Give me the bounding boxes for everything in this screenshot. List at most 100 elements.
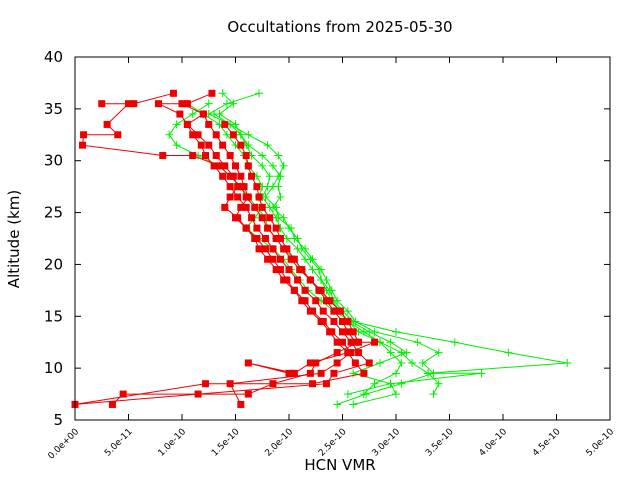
data-point-square: [272, 224, 280, 232]
data-point-square: [336, 307, 344, 315]
data-point-plus: [375, 358, 384, 367]
data-point-plus: [392, 327, 400, 336]
data-point-plus: [268, 161, 277, 170]
data-point-plus: [210, 110, 219, 119]
series-1-profile-line: [74, 103, 365, 405]
data-point-square: [202, 380, 210, 388]
data-point-square: [183, 120, 191, 128]
data-point-square: [234, 214, 242, 222]
data-point-plus: [301, 255, 310, 264]
data-point-plus: [413, 338, 422, 347]
data-point-plus: [434, 348, 443, 357]
data-point-plus: [392, 369, 400, 378]
data-point-square: [221, 162, 229, 170]
data-point-square: [330, 317, 338, 325]
data-point-square: [351, 338, 359, 346]
chart-title: Occultations from 2025-05-30: [227, 18, 452, 36]
data-point-square: [322, 297, 330, 305]
data-point-square: [253, 224, 261, 232]
data-point-square: [276, 266, 284, 274]
data-point-square: [272, 266, 280, 274]
data-point-plus: [402, 348, 411, 357]
data-point-square: [306, 276, 314, 284]
data-point-square: [178, 100, 186, 108]
data-point-square: [248, 214, 256, 222]
data-point-square: [219, 172, 227, 180]
data-point-square: [258, 214, 266, 222]
y-tick-label: 30: [44, 152, 63, 170]
data-point-plus: [386, 379, 395, 388]
data-point-square: [240, 183, 248, 191]
data-point-square: [266, 214, 274, 222]
data-point-plus: [424, 369, 433, 378]
data-point-square: [189, 131, 197, 139]
data-point-square: [301, 286, 309, 294]
data-point-plus: [188, 110, 197, 119]
series-0-profile-line: [187, 103, 408, 405]
data-point-square: [261, 245, 269, 253]
y-tick-label: 15: [44, 307, 63, 325]
data-point-plus: [450, 338, 459, 347]
data-point-square: [261, 235, 269, 242]
x-tick-label: 1.0e-10: [157, 427, 189, 459]
data-point-plus: [274, 172, 283, 181]
data-point-square: [119, 390, 127, 398]
data-point-square: [339, 328, 346, 336]
series-1-profile-line: [224, 124, 375, 374]
y-axis-label: Altitude (km): [5, 190, 23, 288]
data-point-square: [344, 317, 352, 325]
data-point-square: [244, 193, 252, 201]
x-tick-label: 3.5e-10: [424, 427, 456, 459]
y-tick-label: 25: [44, 204, 63, 222]
data-point-plus: [222, 99, 231, 108]
data-point-square: [339, 338, 346, 346]
data-point-square: [255, 245, 263, 253]
series-1-profile-line: [81, 92, 360, 405]
data-point-plus: [258, 161, 267, 170]
data-point-square: [226, 152, 234, 160]
data-point-plus: [349, 369, 358, 378]
data-point-square: [351, 359, 359, 367]
data-point-square: [330, 369, 338, 377]
data-point-plus: [301, 244, 310, 253]
data-point-square: [283, 276, 291, 284]
data-point-square: [355, 349, 363, 357]
data-point-square: [319, 317, 327, 325]
y-tick-label: 10: [44, 359, 63, 377]
data-point-square: [301, 297, 309, 305]
x-tick-label: 1.5e-10: [210, 427, 242, 459]
data-point-plus: [504, 348, 513, 357]
data-point-plus: [263, 182, 272, 191]
data-point-plus: [222, 130, 231, 139]
data-point-plus: [165, 130, 174, 139]
data-point-plus: [293, 244, 302, 253]
data-point-square: [328, 328, 336, 336]
plot-area: [71, 89, 572, 409]
data-point-square: [258, 203, 266, 211]
data-point-plus: [274, 151, 283, 160]
data-point-square: [154, 100, 162, 108]
series-1: [71, 89, 379, 408]
data-point-square: [319, 307, 327, 315]
data-point-square: [159, 152, 167, 160]
data-point-square: [285, 369, 293, 377]
data-point-plus: [279, 161, 288, 170]
data-point-square: [309, 307, 317, 315]
data-point-square: [176, 110, 184, 118]
data-point-plus: [272, 213, 281, 222]
data-point-square: [98, 100, 106, 108]
data-point-square: [344, 328, 352, 336]
data-point-square: [253, 183, 261, 191]
data-point-square: [276, 255, 284, 263]
data-point-square: [333, 338, 341, 346]
data-point-plus: [287, 224, 296, 233]
data-point-square: [212, 152, 220, 160]
data-point-plus: [370, 379, 379, 388]
data-point-square: [365, 359, 373, 367]
data-point-plus: [265, 172, 274, 181]
data-point-square: [264, 255, 272, 263]
data-point-plus: [276, 193, 285, 202]
data-point-square: [125, 100, 132, 108]
data-point-square: [244, 359, 252, 367]
data-point-square: [317, 369, 325, 377]
